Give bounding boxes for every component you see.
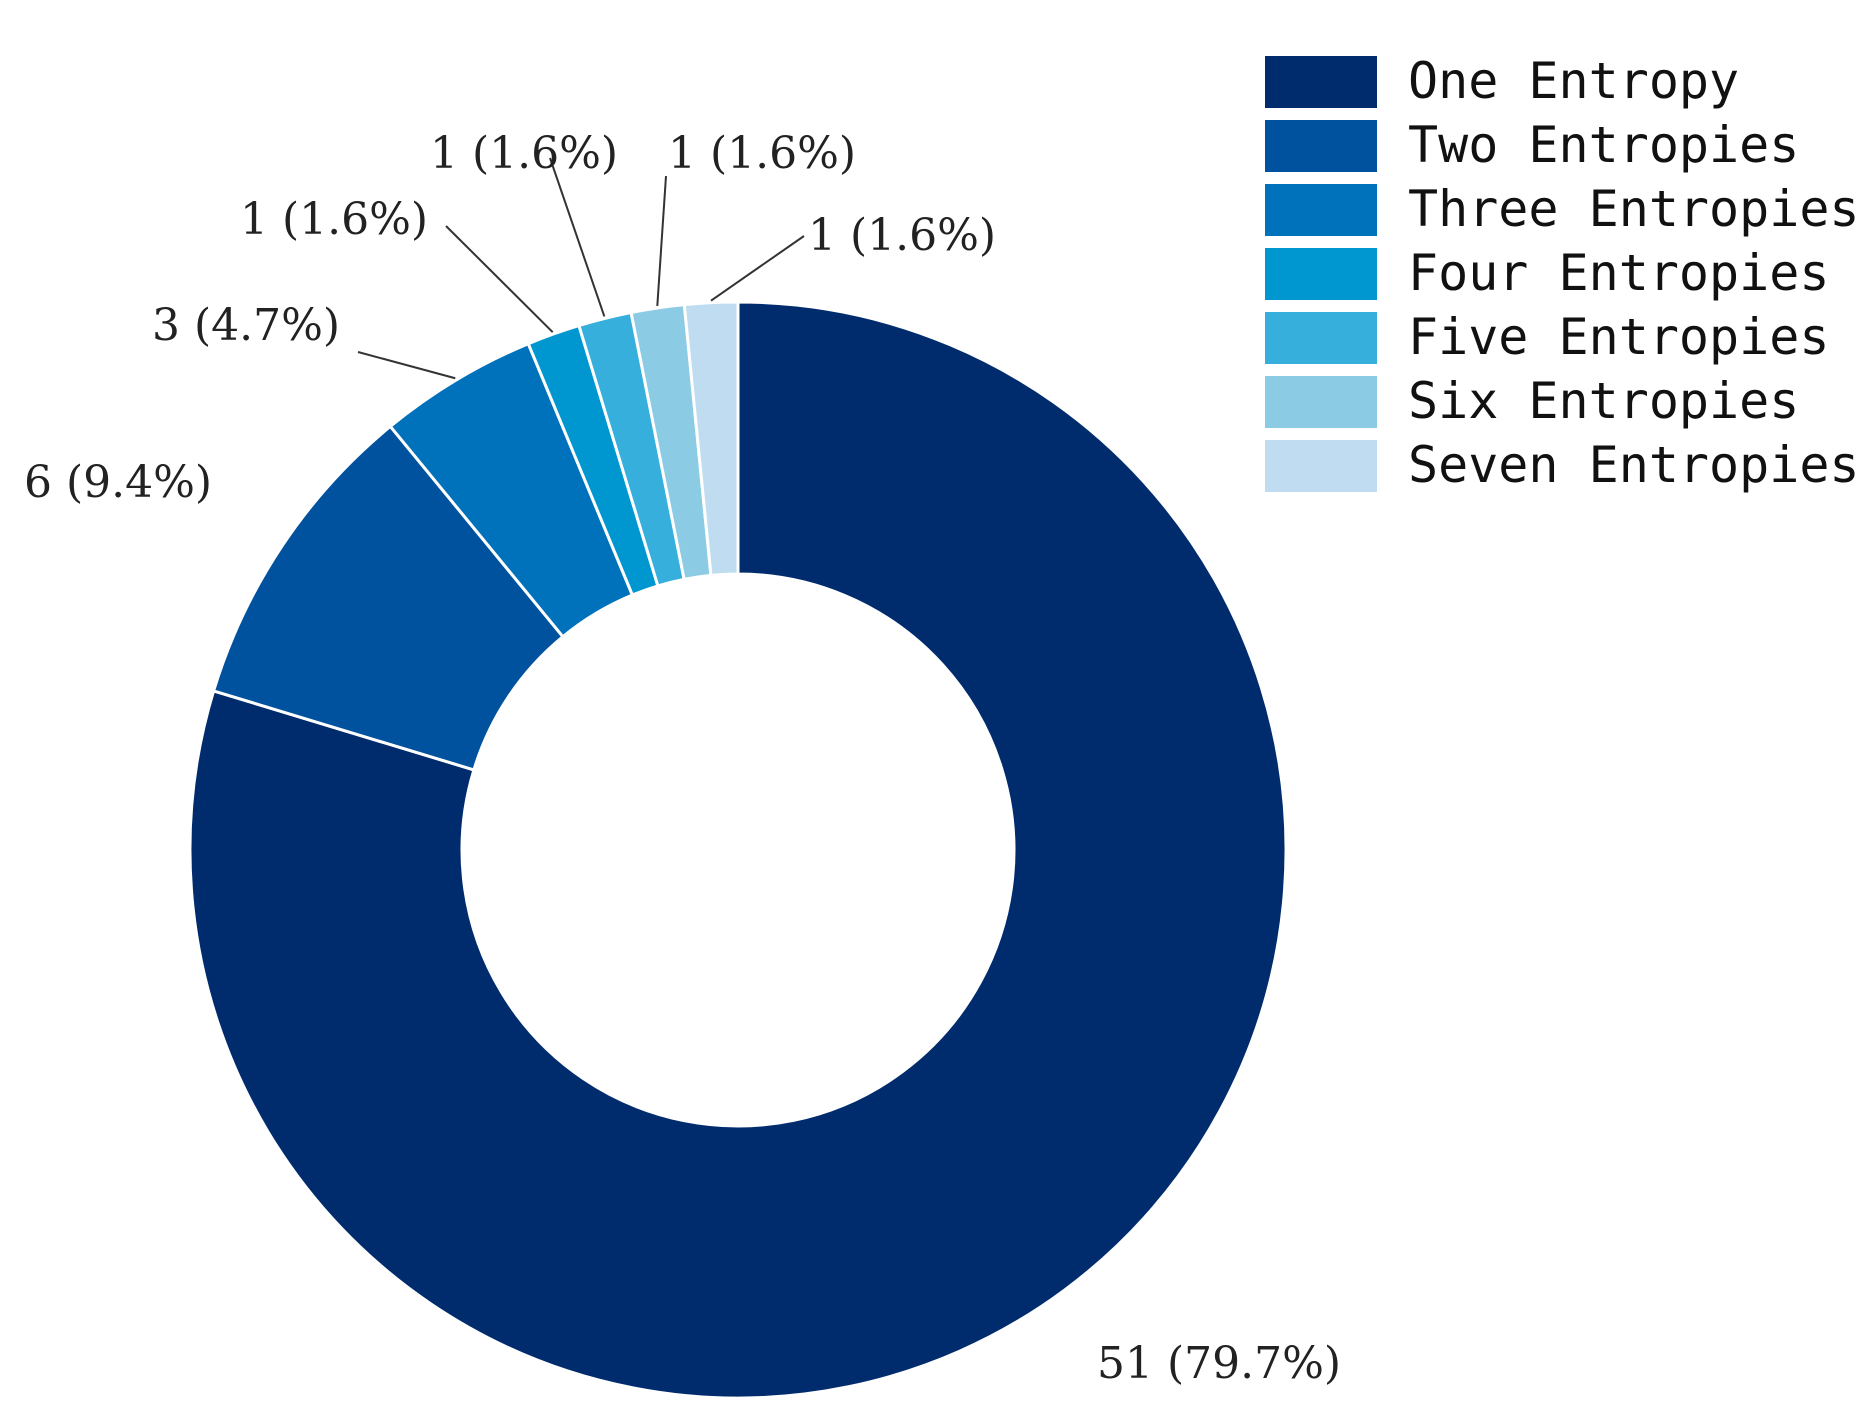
legend-item-six-entropies: Six Entropies <box>1265 372 1799 430</box>
legend-item-two-entropies: Two Entropies <box>1265 116 1799 174</box>
data-label-two-entropies: 6 (9.4%) <box>24 457 212 508</box>
legend-label: Seven Entropies <box>1408 436 1855 494</box>
data-label-five-entropies: 1 (1.6%) <box>430 128 618 179</box>
slice-two-entropies <box>211 424 566 772</box>
donut-slices <box>188 300 1288 1400</box>
legend-item-five-entropies: Five Entropies <box>1265 308 1829 366</box>
legend-item-one-entropy: One Entropy <box>1265 52 1739 110</box>
legend-label: Six Entropies <box>1408 372 1799 430</box>
legend-item-three-entropies: Three Entropies <box>1265 180 1855 238</box>
leader-line-three-entropies <box>357 351 456 380</box>
legend-label: Three Entropies <box>1408 180 1855 238</box>
data-label-three-entropies: 3 (4.7%) <box>152 300 340 351</box>
legend-label: Four Entropies <box>1408 244 1829 302</box>
legend-item-four-entropies: Four Entropies <box>1265 244 1829 302</box>
legend-label: One Entropy <box>1408 52 1739 110</box>
legend-swatch <box>1265 376 1377 428</box>
data-label-six-entropies: 1 (1.6%) <box>668 128 856 179</box>
slice-one-entropy <box>188 300 1288 1400</box>
legend: One Entropy Two Entropies Three Entropie… <box>1265 52 1855 494</box>
leader-line-seven-entropies <box>710 235 805 302</box>
legend-swatch <box>1265 184 1377 236</box>
leader-line-five-entropies <box>549 157 606 317</box>
data-label-one-entropy: 51 (79.7%) <box>1097 1338 1341 1389</box>
legend-swatch <box>1265 440 1377 492</box>
legend-swatch <box>1265 248 1377 300</box>
label-leader-lines <box>357 157 805 380</box>
legend-swatch <box>1265 120 1377 172</box>
legend-swatch <box>1265 56 1377 108</box>
legend-label: Two Entropies <box>1408 116 1799 174</box>
data-label-four-entropies: 1 (1.6%) <box>240 194 428 245</box>
slice-seven-entropies <box>682 300 740 577</box>
legend-swatch <box>1265 312 1377 364</box>
legend-label: Five Entropies <box>1408 308 1829 366</box>
leader-line-four-entropies <box>445 225 554 333</box>
data-label-seven-entropies: 1 (1.6%) <box>808 210 996 261</box>
legend-item-seven-entropies: Seven Entropies <box>1265 436 1855 494</box>
data-labels: 51 (79.7%) 6 (9.4%) 3 (4.7%) 1 (1.6%) 1 … <box>24 128 1341 1389</box>
leader-line-six-entropies <box>656 175 667 307</box>
